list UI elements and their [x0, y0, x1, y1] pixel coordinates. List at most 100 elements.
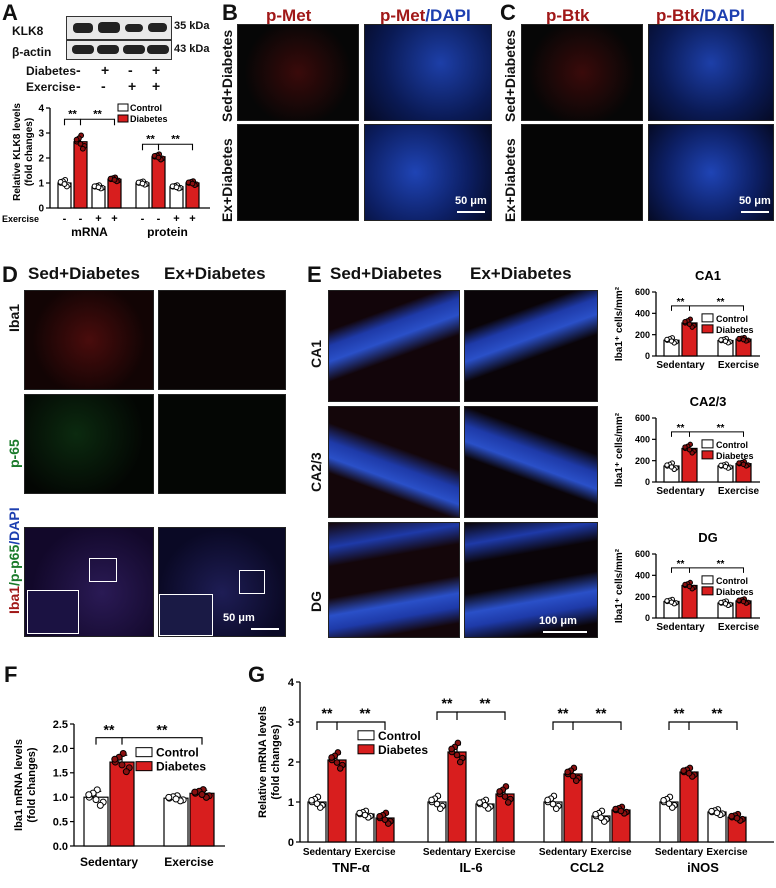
group-label: protein [147, 225, 188, 238]
data-point [740, 598, 747, 605]
blot-band [125, 24, 143, 32]
sig-label: ** [677, 297, 685, 308]
x-tick-label: Sedentary [423, 847, 472, 858]
blot-band [98, 22, 120, 33]
pmet-dapi-sed-image [364, 24, 492, 121]
sig-label: ** [442, 695, 453, 711]
data-point [336, 765, 344, 772]
data-point [682, 444, 688, 450]
scale-bar [543, 631, 587, 633]
data-point [433, 800, 441, 808]
legend-swatch-control [117, 103, 129, 112]
sign: + [101, 62, 110, 78]
bar [563, 773, 583, 843]
sig-bracket [457, 711, 506, 720]
panel-c-col2: p-Btk/DAPI [656, 6, 745, 26]
iba1-ex-image [158, 290, 286, 390]
y-axis-label: Iba1 mRNA levels [13, 739, 25, 831]
pp65-text: /p-p65 [6, 544, 22, 586]
panel-b-row1: Sed+Diabetes [219, 29, 235, 122]
sig-bracket [337, 721, 386, 730]
sig-label: ** [68, 108, 77, 120]
exercise-sign: + [111, 213, 117, 225]
sig-label: ** [171, 133, 180, 145]
data-point [660, 797, 667, 804]
p65-ex-image [158, 394, 286, 494]
data-point [456, 758, 464, 766]
data-point [668, 599, 675, 605]
scale-bar [457, 211, 485, 213]
data-point [718, 337, 724, 343]
sig-bracket [158, 143, 194, 151]
data-point [569, 772, 577, 780]
y-tick-label: 200 [635, 592, 650, 602]
data-point [61, 181, 68, 187]
legend-control: Control [716, 440, 748, 450]
sig-bracket [316, 721, 338, 730]
sig-label: ** [674, 705, 685, 721]
sign: - [101, 78, 106, 94]
legend-diabetes: Diabetes [156, 760, 206, 774]
sign: + [152, 78, 161, 94]
chart-dg: 0 200 400 600 Iba1⁺ cells/mm² DG ** ** ControlDi… [614, 530, 760, 633]
x-tick-label: Exercise [164, 855, 214, 869]
exercise-sign: - [79, 213, 83, 225]
panel-b-letter: B [222, 0, 238, 25]
data-point [453, 751, 461, 759]
sig-label: ** [360, 705, 371, 721]
sig-bracket [689, 431, 744, 437]
panel-d-row3: Iba1/p-p65/DAPI [6, 507, 22, 614]
data-point [665, 800, 673, 807]
scale-bar [251, 628, 279, 630]
ca23-sed-image [328, 406, 460, 518]
data-point [544, 796, 551, 804]
y-tick-label: 400 [635, 434, 650, 444]
pbtk-text: p-Btk [656, 6, 700, 25]
x-tick-label: Exercise [706, 847, 748, 858]
sig-bracket [63, 118, 82, 126]
actin-kda: 43 kDa [174, 43, 210, 55]
sig-label: ** [717, 423, 725, 434]
legend-swatch-diabetes [701, 586, 714, 596]
data-point [111, 755, 119, 763]
x-tick-label: Sedentary [539, 847, 588, 858]
data-point [356, 809, 363, 817]
legend-control: Control [130, 103, 162, 113]
panel-g-letter: G [248, 662, 266, 687]
pbtk-ex-image [521, 124, 643, 221]
dapi-text: /DAPI [425, 6, 471, 25]
sig-bracket [552, 721, 574, 730]
legend-control: Control [378, 729, 421, 743]
data-point [85, 791, 93, 799]
group-label: mRNA [71, 225, 108, 238]
y-tick-label: 2 [288, 757, 294, 769]
bar [109, 761, 135, 847]
roi-box [89, 558, 117, 582]
exercise-sign: - [63, 213, 67, 225]
exercise-axis-label: Exercise [2, 214, 39, 224]
y-tick-label: 2.0 [53, 743, 68, 755]
bar [73, 141, 88, 209]
data-point [173, 184, 180, 191]
data-point [664, 336, 670, 343]
y-tick-label: 400 [635, 308, 650, 318]
legend-diabetes: Diabetes [378, 743, 428, 757]
data-point [122, 768, 130, 776]
y-tick-label: 0 [288, 837, 294, 849]
merge-ex-image: 50 μm [158, 527, 286, 637]
p65-sed-image [24, 394, 154, 494]
actin-label: β-actin [12, 45, 52, 59]
y-tick-label: 200 [635, 330, 650, 340]
data-point [155, 154, 162, 161]
klk8-blot [66, 16, 172, 40]
panel-b-row2: Ex+Diabetes [219, 138, 235, 222]
legend-swatch-control [357, 730, 375, 741]
sig-label: ** [596, 705, 607, 721]
data-point [111, 176, 118, 183]
data-point [736, 335, 742, 342]
sig-bracket [141, 143, 160, 151]
klk8-label: KLK8 [12, 24, 44, 38]
actin-blot [66, 40, 172, 60]
pbtk-sed-image [521, 24, 643, 121]
sign: - [128, 62, 133, 78]
